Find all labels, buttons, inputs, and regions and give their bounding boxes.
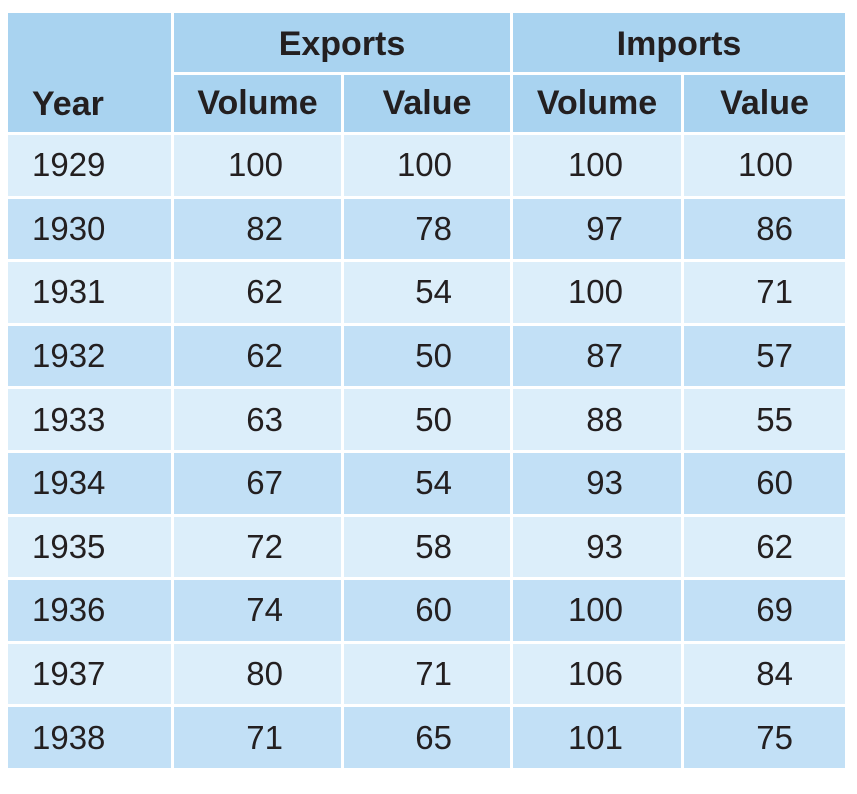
imports-value-cell: 84 bbox=[681, 640, 848, 708]
imports-volume-cell: 100 bbox=[510, 577, 684, 644]
imports-group-header: Imports bbox=[510, 10, 848, 75]
exports-volume-cell: 100 bbox=[171, 132, 344, 199]
table-row: 1932 62 50 87 57 bbox=[5, 322, 848, 390]
exports-volume-cell: 67 bbox=[171, 449, 344, 517]
imports-volume-cell: 100 bbox=[510, 132, 684, 199]
exports-value-cell: 100 bbox=[341, 132, 513, 199]
exports-volume-cell: 63 bbox=[171, 386, 344, 453]
exports-volume-cell: 71 bbox=[171, 704, 344, 771]
year-cell: 1937 bbox=[5, 640, 174, 708]
table-body: 1929 100 100 100 100 1930 82 78 97 86 1931 62 54 100 7… bbox=[5, 132, 848, 771]
imports-volume-cell: 101 bbox=[510, 704, 684, 771]
year-cell: 1930 bbox=[5, 195, 174, 263]
imports-value-cell: 55 bbox=[681, 386, 848, 453]
exports-value-cell: 71 bbox=[341, 640, 513, 708]
imports-value-cell: 62 bbox=[681, 513, 848, 581]
table-row: 1931 62 54 100 71 bbox=[5, 259, 848, 326]
exports-value-cell: 50 bbox=[341, 386, 513, 453]
table-row: 1935 72 58 93 62 bbox=[5, 513, 848, 581]
exports-value-cell: 54 bbox=[341, 449, 513, 517]
table-row: 1934 67 54 93 60 bbox=[5, 449, 848, 517]
imports-volume-cell: 97 bbox=[510, 195, 684, 263]
imports-value-cell: 71 bbox=[681, 259, 848, 326]
year-column-header: Year bbox=[5, 10, 174, 135]
table-header: Year Exports Imports Volume Value Volume… bbox=[5, 10, 848, 135]
year-cell: 1934 bbox=[5, 449, 174, 517]
imports-value-header: Value bbox=[681, 72, 848, 135]
year-cell: 1938 bbox=[5, 704, 174, 771]
table-row: 1938 71 65 101 75 bbox=[5, 704, 848, 771]
imports-volume-cell: 88 bbox=[510, 386, 684, 453]
imports-volume-cell: 100 bbox=[510, 259, 684, 326]
imports-value-cell: 69 bbox=[681, 577, 848, 644]
table-row: 1937 80 71 106 84 bbox=[5, 640, 848, 708]
exports-volume-cell: 72 bbox=[171, 513, 344, 581]
imports-volume-cell: 106 bbox=[510, 640, 684, 708]
imports-value-cell: 57 bbox=[681, 322, 848, 390]
trade-table-container: Year Exports Imports Volume Value Volume… bbox=[5, 10, 848, 771]
exports-volume-header: Volume bbox=[171, 72, 344, 135]
imports-value-cell: 60 bbox=[681, 449, 848, 517]
year-cell: 1933 bbox=[5, 386, 174, 453]
table-row: 1936 74 60 100 69 bbox=[5, 577, 848, 644]
imports-volume-cell: 93 bbox=[510, 449, 684, 517]
exports-value-cell: 65 bbox=[341, 704, 513, 771]
table-row: 1933 63 50 88 55 bbox=[5, 386, 848, 453]
header-row-groups: Year Exports Imports bbox=[5, 10, 848, 135]
imports-value-cell: 86 bbox=[681, 195, 848, 263]
imports-volume-header: Volume bbox=[510, 72, 684, 135]
table-row: 1929 100 100 100 100 bbox=[5, 132, 848, 199]
exports-group-header: Exports bbox=[171, 10, 513, 75]
exports-volume-cell: 82 bbox=[171, 195, 344, 263]
exports-volume-cell: 62 bbox=[171, 259, 344, 326]
exports-value-cell: 54 bbox=[341, 259, 513, 326]
exports-value-cell: 78 bbox=[341, 195, 513, 263]
year-cell: 1929 bbox=[5, 132, 174, 199]
imports-volume-cell: 93 bbox=[510, 513, 684, 581]
year-cell: 1932 bbox=[5, 322, 174, 390]
exports-value-cell: 58 bbox=[341, 513, 513, 581]
exports-value-cell: 60 bbox=[341, 577, 513, 644]
imports-value-cell: 75 bbox=[681, 704, 848, 771]
year-cell: 1931 bbox=[5, 259, 174, 326]
exports-volume-cell: 62 bbox=[171, 322, 344, 390]
trade-index-table: Year Exports Imports Volume Value Volume… bbox=[5, 10, 848, 771]
exports-volume-cell: 80 bbox=[171, 640, 344, 708]
year-cell: 1935 bbox=[5, 513, 174, 581]
exports-volume-cell: 74 bbox=[171, 577, 344, 644]
table-row: 1930 82 78 97 86 bbox=[5, 195, 848, 263]
year-cell: 1936 bbox=[5, 577, 174, 644]
imports-value-cell: 100 bbox=[681, 132, 848, 199]
header-row-subcolumns: Volume Value Volume Value bbox=[7, 72, 848, 135]
exports-value-header: Value bbox=[341, 72, 513, 135]
exports-value-cell: 50 bbox=[341, 322, 513, 390]
imports-volume-cell: 87 bbox=[510, 322, 684, 390]
